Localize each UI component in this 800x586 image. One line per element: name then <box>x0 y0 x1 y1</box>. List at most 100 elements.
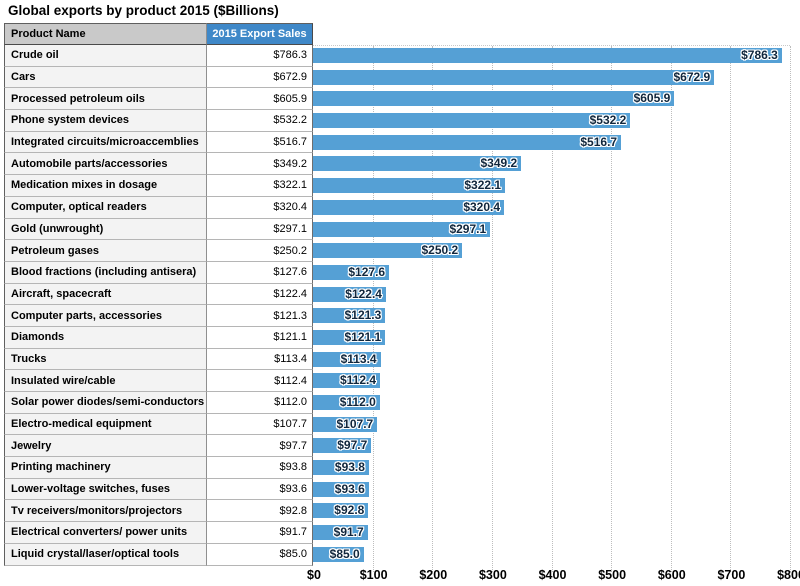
bar-value-label: $121.1 <box>344 329 382 344</box>
bar-row: $320.4 <box>313 197 790 219</box>
bar-row: $113.4 <box>313 349 790 371</box>
export-sales-cell: $113.4 <box>207 348 313 371</box>
bar: $672.9 <box>313 69 715 85</box>
bar: $91.7 <box>313 525 368 541</box>
product-name-cell: Crude oil <box>4 45 207 67</box>
export-sales-cell: $297.1 <box>207 218 313 241</box>
chart-header-spacer <box>313 23 790 45</box>
bar: $107.7 <box>313 416 378 432</box>
export-sales-cell: $93.8 <box>207 457 313 479</box>
bar-row: $91.7 <box>313 522 790 544</box>
bar-value-label: $93.8 <box>334 460 365 475</box>
bar: $122.4 <box>313 286 386 302</box>
bar-row: $122.4 <box>313 284 790 306</box>
bar-row: $605.9 <box>313 88 790 110</box>
bar: $112.4 <box>313 373 381 389</box>
axis-tick-label: $400 <box>538 568 567 582</box>
product-name-cell: Automobile parts/accessories <box>4 153 207 176</box>
bar-value-label: $786.3 <box>741 48 778 62</box>
product-name-cell: Computer, optical readers <box>4 196 207 219</box>
export-sales-cell: $322.1 <box>207 175 313 197</box>
export-sales-cell: $121.1 <box>207 326 313 349</box>
export-sales-cell: $112.4 <box>207 370 313 392</box>
bar: $297.1 <box>313 221 491 237</box>
bar: $112.0 <box>313 395 380 410</box>
bar-row: $322.1 <box>313 175 790 197</box>
bar-row: $93.6 <box>313 479 790 501</box>
bar: $516.7 <box>313 134 622 150</box>
bar-value-label: $127.6 <box>348 264 386 279</box>
product-name-cell: Petroleum gases <box>4 240 207 262</box>
bar: $532.2 <box>313 113 631 129</box>
product-name-cell: Lower-voltage switches, fuses <box>4 478 207 501</box>
product-name-cell: Liquid crystal/laser/optical tools <box>4 543 207 566</box>
bar: $349.2 <box>313 156 522 172</box>
axis-tick-label: $200 <box>419 568 448 582</box>
bar-value-label: $113.4 <box>340 351 377 366</box>
bar-row: $85.0 <box>313 544 790 566</box>
export-sales-cell: $250.2 <box>207 240 313 262</box>
product-name-cell: Tv receivers/monitors/projectors <box>4 500 207 523</box>
bar-value-label: $672.9 <box>673 69 711 84</box>
bar-value-label: $605.9 <box>633 91 671 106</box>
export-sales-cell: $93.6 <box>207 478 313 501</box>
axis-tick-label: $800 <box>777 568 800 582</box>
bar-row: $297.1 <box>313 219 790 241</box>
product-name-cell: Aircraft, spacecraft <box>4 283 207 306</box>
bar-value-label: $297.1 <box>449 221 487 236</box>
bar-row: $93.8 <box>313 457 790 479</box>
bar-value-label: $97.7 <box>337 438 368 453</box>
product-name-cell: Insulated wire/cable <box>4 370 207 392</box>
export-sales-cell: $92.8 <box>207 500 313 523</box>
bar-row: $112.0 <box>313 392 790 414</box>
bar: $113.4 <box>313 351 381 367</box>
bar-row: $532.2 <box>313 110 790 132</box>
gridline <box>790 46 791 572</box>
export-sales-cell: $786.3 <box>207 45 313 67</box>
export-sales-cell: $85.0 <box>207 543 313 566</box>
bar-row: $121.1 <box>313 327 790 349</box>
product-name-header: Product Name <box>4 23 207 45</box>
export-sales-cell: $516.7 <box>207 131 313 154</box>
product-name-cell: Diamonds <box>4 326 207 349</box>
bar: $93.8 <box>313 460 369 476</box>
data-table: Product Name 2015 Export Sales Crude oil… <box>4 23 790 566</box>
bar: $92.8 <box>313 503 369 519</box>
export-sales-cell: $532.2 <box>207 110 313 132</box>
bar-row: $112.4 <box>313 370 790 392</box>
bar-value-label: $320.4 <box>463 199 501 214</box>
export-sales-header: 2015 Export Sales <box>207 23 313 45</box>
export-sales-cell: $672.9 <box>207 66 313 89</box>
export-sales-cell: $320.4 <box>207 196 313 219</box>
bar: $320.4 <box>313 199 505 215</box>
product-name-cell: Electrical converters/ power units <box>4 522 207 544</box>
bar: $97.7 <box>313 438 372 454</box>
bar-value-label: $93.6 <box>334 481 365 496</box>
export-sales-cell: $127.6 <box>207 261 313 284</box>
export-sales-cell: $91.7 <box>207 522 313 544</box>
bar: $93.6 <box>313 481 369 497</box>
product-name-cell: Computer parts, accessories <box>4 305 207 327</box>
bar-value-label: $349.2 <box>480 156 518 171</box>
bar-value-label: $107.7 <box>336 416 374 431</box>
axis-tick-label: $500 <box>598 568 627 582</box>
product-name-cell: Medication mixes in dosage <box>4 175 207 197</box>
bar-value-label: $121.3 <box>344 308 382 323</box>
bar-value-label: $112.0 <box>339 395 376 409</box>
bar-value-label: $92.8 <box>334 503 365 518</box>
chart-title: Global exports by product 2015 ($Billion… <box>8 3 279 18</box>
axis-tick-label: $600 <box>657 568 686 582</box>
bar-row: $97.7 <box>313 435 790 457</box>
bar-row: $672.9 <box>313 67 790 89</box>
bar: $786.3 <box>313 48 782 63</box>
bar-value-label: $85.0 <box>329 546 360 561</box>
bar: $121.3 <box>313 308 386 324</box>
bar-row: $250.2 <box>313 240 790 262</box>
bar-row: $92.8 <box>313 500 790 522</box>
bar-value-label: $122.4 <box>345 286 382 301</box>
product-name-cell: Printing machinery <box>4 457 207 479</box>
bar-row: $516.7 <box>313 132 790 154</box>
bar: $250.2 <box>313 243 463 259</box>
export-sales-cell: $349.2 <box>207 153 313 176</box>
